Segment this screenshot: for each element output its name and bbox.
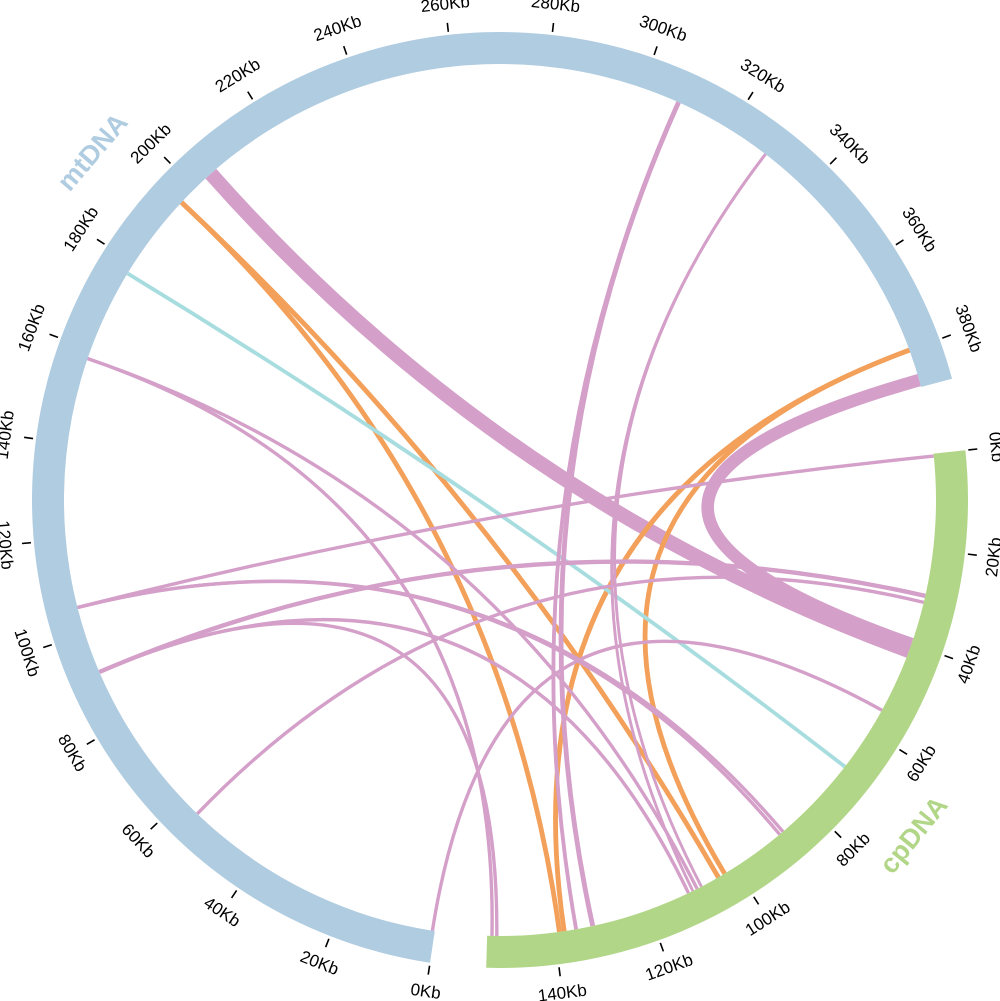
cpDNA-tick-label: 100Kb bbox=[742, 897, 794, 939]
chromosome-labels: mtDNA cpDNA bbox=[51, 107, 953, 879]
cpDNA-tick bbox=[659, 942, 665, 952]
mtDNA-tick-label: 160Kb bbox=[14, 301, 49, 354]
cpDNA-label: cpDNA bbox=[874, 790, 954, 879]
link-pink bbox=[98, 559, 926, 674]
link-pink bbox=[196, 575, 925, 815]
mtDNA-tick bbox=[427, 965, 431, 975]
mtDNA-tick-label: 360Kb bbox=[898, 204, 941, 256]
mtDNA-tick bbox=[96, 238, 105, 245]
link-cyan bbox=[126, 271, 847, 769]
mtDNA-tick-label: 280Kb bbox=[530, 0, 581, 16]
mtDNA-tick-label: 240Kb bbox=[311, 11, 364, 45]
link-pink bbox=[77, 454, 934, 610]
mtDNA-tick bbox=[49, 333, 59, 339]
mtDNA-tick-label: 300Kb bbox=[637, 11, 690, 45]
links-layer bbox=[77, 101, 934, 936]
mtDNA-tick bbox=[895, 239, 904, 246]
cpDNA-tick bbox=[944, 654, 954, 660]
chromosome-bands bbox=[32, 31, 968, 968]
link-pink bbox=[205, 168, 912, 658]
link-pink bbox=[77, 579, 781, 836]
mtDNA-tick bbox=[247, 91, 254, 100]
mtDNA-tick-label: 40Kb bbox=[200, 893, 244, 931]
cpDNA-tick bbox=[558, 967, 561, 977]
mtDNA-tick bbox=[653, 46, 658, 56]
mtDNA-label: mtDNA bbox=[51, 107, 133, 196]
mtDNA-tick bbox=[42, 644, 53, 649]
cpDNA-tick bbox=[834, 830, 842, 839]
mtDNA-tick bbox=[342, 45, 348, 55]
cpDNA-tick bbox=[967, 553, 977, 556]
link-pink bbox=[98, 621, 499, 936]
mtDNA-tick-label: 0Kb bbox=[409, 980, 442, 1001]
mtDNA-tick-label: 140Kb bbox=[0, 409, 18, 460]
mtDNA-tick-label: 220Kb bbox=[212, 54, 264, 96]
cpDNA-tick-label: 20Kb bbox=[982, 536, 1000, 578]
link-orange bbox=[179, 200, 562, 933]
cpDNA-tick-label: 120Kb bbox=[643, 950, 696, 985]
mtDNA-tick-label: 260Kb bbox=[420, 0, 471, 16]
cpDNA-tick-label: 60Kb bbox=[903, 741, 940, 785]
mtDNA-tick bbox=[24, 436, 34, 440]
link-pink bbox=[87, 356, 494, 936]
mtDNA-tick-label: 180Kb bbox=[60, 203, 103, 255]
mtDNA-tick-label: 60Kb bbox=[118, 820, 159, 862]
cpDNA-tick-label: 40Kb bbox=[954, 642, 985, 686]
mtDNA-tick-label: 120Kb bbox=[0, 520, 17, 571]
link-pink bbox=[610, 153, 767, 892]
mtDNA-tick-label: 100Kb bbox=[10, 626, 43, 679]
mtDNA-tick bbox=[551, 22, 555, 33]
mtDNA-tick bbox=[747, 91, 754, 101]
cpDNA-tick bbox=[968, 448, 978, 451]
mtDNA-tick-label: 320Kb bbox=[737, 55, 789, 97]
link-pink bbox=[701, 373, 921, 651]
mtDNA-tick bbox=[21, 541, 32, 545]
mtDNA-tick bbox=[230, 890, 238, 899]
link-orange bbox=[553, 347, 911, 932]
link-pink bbox=[551, 101, 681, 930]
mtDNA-tick-label: 380Kb bbox=[951, 302, 986, 355]
cpDNA-tick bbox=[899, 748, 908, 756]
mtDNA-tick bbox=[829, 157, 838, 165]
mtDNA-tick bbox=[942, 334, 952, 339]
mtDNA-tick-label: 20Kb bbox=[298, 947, 342, 979]
link-pink bbox=[87, 356, 699, 890]
link-pink bbox=[77, 579, 785, 833]
mtDNA-tick-label: 80Kb bbox=[54, 731, 91, 775]
cpDNA-tick-label: 0Kb bbox=[985, 431, 1000, 463]
mtDNA-tick bbox=[163, 156, 172, 165]
cpDNA-tick bbox=[753, 896, 760, 905]
cpDNA-tick-label: 140Kb bbox=[537, 981, 588, 1001]
mtDNA-tick bbox=[324, 938, 330, 948]
mtDNA-tick bbox=[446, 22, 450, 32]
mtDNA-tick bbox=[86, 739, 95, 746]
mtDNA-tick bbox=[150, 822, 158, 830]
